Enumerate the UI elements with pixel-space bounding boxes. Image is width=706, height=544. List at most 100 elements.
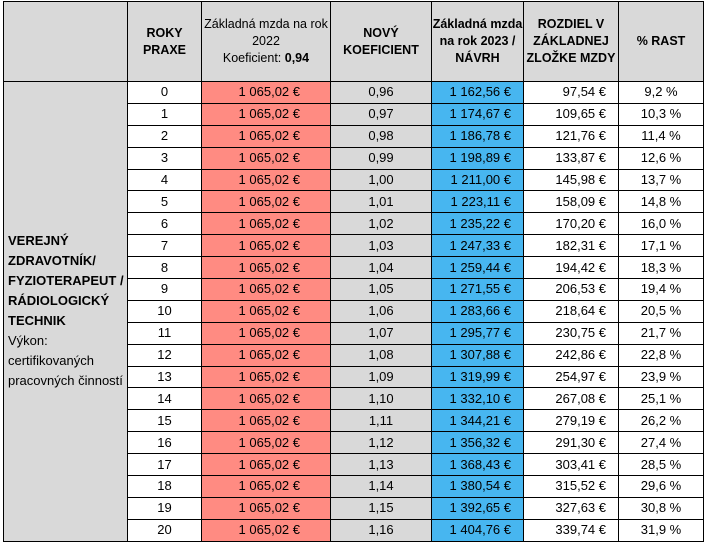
salary-2023-cell: 1 295,77 € xyxy=(431,321,524,345)
table-row: 10 1 065,02 €1,06 1 283,66 €218,64 €20,5 % xyxy=(4,299,704,323)
salary-2022-cell: 1 065,02 € xyxy=(201,475,331,498)
table-row: VEREJNÝ ZDRAVOTNÍK/ FYZIOTERAPEUT / RÁDI… xyxy=(3,81,704,542)
salary-table-wrapper: ROKY PRAXE Základná mzda na rok 2022 Koe… xyxy=(3,1,704,542)
growth-cell: 25,1 % xyxy=(618,387,704,411)
difference-cell: 145,98 € xyxy=(523,168,619,192)
coefficient-cell: 0,99 xyxy=(330,146,432,170)
salary-2022-cell: 1 065,02 € xyxy=(201,102,331,126)
years-cell: 17 xyxy=(127,453,202,477)
coefficient-cell: 1,16 xyxy=(330,518,432,542)
growth-cell: 26,2 % xyxy=(618,409,704,433)
salary-2023-cell: 1 332,10 € xyxy=(431,387,524,411)
growth-cell: 17,1 % xyxy=(618,234,704,258)
salary-2023-cell: 1 271,55 € xyxy=(431,278,524,301)
salary-2023-cell: 1 404,76 € xyxy=(431,518,524,542)
salary-2022-cell: 1 065,02 € xyxy=(201,212,331,236)
years-cell: 15 xyxy=(127,409,202,433)
salary-2023-cell: 1 344,21 € xyxy=(431,409,524,433)
salary-2022-cell: 1 065,02 € xyxy=(201,124,331,148)
salary-2023-cell: 1 259,44 € xyxy=(431,256,524,280)
salary-2022-cell: 1 065,02 € xyxy=(201,234,331,258)
difference-cell: 170,20 € xyxy=(523,212,619,236)
coefficient-cell: 1,08 xyxy=(330,343,432,367)
years-cell: 18 xyxy=(127,475,202,498)
growth-cell: 10,3 % xyxy=(618,102,704,126)
table-row: 15 1 065,02 €1,11 1 344,21 €279,19 €26,2 % xyxy=(4,409,704,433)
category-description: Výkon: certifikovaných pracovných činnos… xyxy=(8,333,123,389)
difference-cell: 121,76 € xyxy=(523,124,619,148)
growth-cell: 13,7 % xyxy=(618,168,704,192)
difference-cell: 97,54 € xyxy=(523,81,619,104)
salary-2022-cell: 1 065,02 € xyxy=(201,81,331,104)
years-cell: 13 xyxy=(127,365,202,389)
years-cell: 8 xyxy=(127,256,202,280)
header-row: ROKY PRAXE Základná mzda na rok 2022 Koe… xyxy=(3,1,704,82)
difference-cell: 218,64 € xyxy=(523,299,619,323)
salary-2022-cell: 1 065,02 € xyxy=(201,278,331,301)
difference-cell: 254,97 € xyxy=(523,365,619,389)
salary-2022-cell: 1 065,02 € xyxy=(201,365,331,389)
difference-cell: 182,31 € xyxy=(523,234,619,258)
coefficient-cell: 1,12 xyxy=(330,431,432,455)
salary-2022-cell: 1 065,02 € xyxy=(201,190,331,214)
coefficient-cell: 1,04 xyxy=(330,256,432,280)
growth-cell: 27,4 % xyxy=(618,431,704,455)
growth-cell: 18,3 % xyxy=(618,256,704,280)
table-row: 11 1 065,02 €1,07 1 295,77 €230,75 €21,7 % xyxy=(4,321,704,345)
salary-2022-cell: 1 065,02 € xyxy=(201,496,331,520)
coefficient-cell: 1,00 xyxy=(330,168,432,192)
category-title: VEREJNÝ ZDRAVOTNÍK/ FYZIOTERAPEUT / RÁDI… xyxy=(8,233,124,329)
header-zakladna-2022-text: Základná mzda na rok 2022 xyxy=(204,17,328,48)
growth-cell: 20,5 % xyxy=(618,299,704,323)
table-row: 16 1 065,02 €1,12 1 356,32 €291,30 €27,4 % xyxy=(4,431,704,455)
coefficient-cell: 1,03 xyxy=(330,234,432,258)
salary-2023-cell: 1 307,88 € xyxy=(431,343,524,367)
coefficient-cell: 0,97 xyxy=(330,102,432,126)
salary-2022-cell: 1 065,02 € xyxy=(201,321,331,345)
salary-2022-cell: 1 065,02 € xyxy=(201,431,331,455)
salary-2023-cell: 1 174,67 € xyxy=(431,102,524,126)
salary-2023-cell: 1 211,00 € xyxy=(431,168,524,192)
salary-2023-cell: 1 235,22 € xyxy=(431,212,524,236)
difference-cell: 194,42 € xyxy=(523,256,619,280)
years-cell: 4 xyxy=(127,168,202,192)
table-row: 20 1 065,02 €1,16 1 404,76 €339,74 €31,9 % xyxy=(4,518,704,542)
salary-2022-cell: 1 065,02 € xyxy=(201,146,331,170)
years-cell: 0 xyxy=(127,81,202,104)
salary-2022-cell: 1 065,02 € xyxy=(201,387,331,411)
coefficient-cell: 1,02 xyxy=(330,212,432,236)
growth-cell: 19,4 % xyxy=(618,278,704,301)
difference-cell: 230,75 € xyxy=(523,321,619,345)
years-cell: 10 xyxy=(127,299,202,323)
salary-2022-cell: 1 065,02 € xyxy=(201,453,331,477)
coefficient-cell: 1,01 xyxy=(330,190,432,214)
years-cell: 5 xyxy=(127,190,202,214)
difference-cell: 133,87 € xyxy=(523,146,619,170)
salary-2023-cell: 1 319,99 € xyxy=(431,365,524,389)
salary-2023-cell: 1 247,33 € xyxy=(431,234,524,258)
header-rast: % RAST xyxy=(618,1,704,82)
table-row: 19 1 065,02 €1,15 1 392,65 €327,63 €30,8 % xyxy=(4,496,704,520)
header-zakladna-2023: Základná mzda na rok 2023 / NÁVRH xyxy=(431,1,524,82)
salary-2022-cell: 1 065,02 € xyxy=(201,409,331,433)
growth-cell: 23,9 % xyxy=(618,365,704,389)
table-row: 17 1 065,02 €1,13 1 368,43 €303,41 €28,5 % xyxy=(4,453,704,477)
coefficient-cell: 1,07 xyxy=(330,321,432,345)
header-koeficient-label: Koeficient: xyxy=(222,51,282,65)
coefficient-cell: 1,05 xyxy=(330,278,432,301)
salary-2022-cell: 1 065,02 € xyxy=(201,168,331,192)
header-zakladna-2022: Základná mzda na rok 2022 Koeficient: 0,… xyxy=(201,1,331,82)
coefficient-cell: 1,06 xyxy=(330,299,432,323)
coefficient-cell: 0,98 xyxy=(330,124,432,148)
salary-2023-cell: 1 162,56 € xyxy=(431,81,524,104)
years-cell: 9 xyxy=(127,278,202,301)
years-cell: 3 xyxy=(127,146,202,170)
header-roky-praxe: ROKY PRAXE xyxy=(127,1,202,82)
years-cell: 16 xyxy=(127,431,202,455)
salary-2023-cell: 1 392,65 € xyxy=(431,496,524,520)
